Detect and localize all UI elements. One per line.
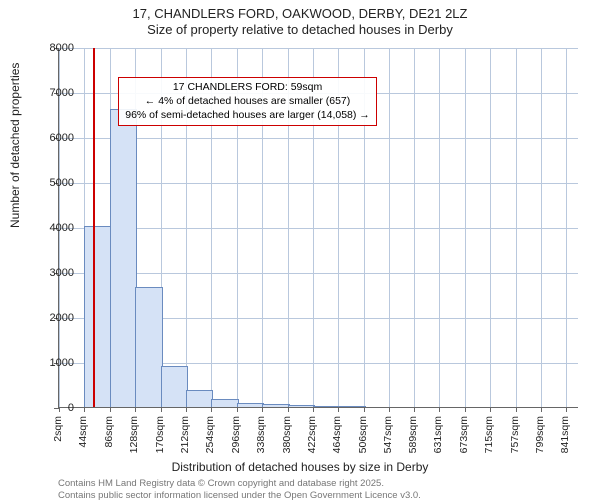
x-tick-mark bbox=[338, 407, 339, 412]
x-tick-mark bbox=[84, 407, 85, 412]
y-tick-label: 6000 bbox=[34, 132, 74, 144]
histogram-bar bbox=[161, 366, 188, 408]
histogram-chart: 17, CHANDLERS FORD, OAKWOOD, DERBY, DE21… bbox=[0, 0, 600, 500]
y-tick-label: 1000 bbox=[34, 357, 74, 369]
annotation-line: ← 4% of detached houses are smaller (657… bbox=[125, 95, 370, 109]
histogram-bar bbox=[313, 406, 340, 407]
histogram-bar bbox=[338, 406, 365, 407]
y-tick-label: 4000 bbox=[34, 222, 74, 234]
gridline-v bbox=[439, 48, 440, 407]
gridline-v bbox=[541, 48, 542, 407]
y-tick-label: 3000 bbox=[34, 267, 74, 279]
x-tick-mark bbox=[439, 407, 440, 412]
title-line-2: Size of property relative to detached ho… bbox=[0, 22, 600, 38]
x-tick-label: 170sqm bbox=[154, 416, 166, 453]
y-tick-label: 2000 bbox=[34, 312, 74, 324]
histogram-bar bbox=[186, 390, 213, 407]
y-axis-label: Number of detached properties bbox=[8, 63, 22, 228]
x-tick-mark bbox=[516, 407, 517, 412]
title-line-1: 17, CHANDLERS FORD, OAKWOOD, DERBY, DE21… bbox=[0, 6, 600, 22]
histogram-bar bbox=[110, 109, 137, 407]
gridline-v bbox=[566, 48, 567, 407]
x-tick-label: 673sqm bbox=[458, 416, 470, 453]
x-tick-mark bbox=[389, 407, 390, 412]
chart-footnote: Contains HM Land Registry data © Crown c… bbox=[58, 478, 421, 502]
x-tick-label: 2sqm bbox=[52, 416, 64, 442]
x-tick-mark bbox=[211, 407, 212, 412]
gridline-v bbox=[516, 48, 517, 407]
gridline-v bbox=[490, 48, 491, 407]
histogram-bar bbox=[262, 404, 289, 407]
x-tick-mark bbox=[262, 407, 263, 412]
x-tick-label: 757sqm bbox=[509, 416, 521, 453]
gridline-h bbox=[59, 48, 578, 49]
x-tick-mark bbox=[465, 407, 466, 412]
chart-title: 17, CHANDLERS FORD, OAKWOOD, DERBY, DE21… bbox=[0, 0, 600, 39]
histogram-bar bbox=[84, 226, 111, 407]
gridline-v bbox=[389, 48, 390, 407]
x-tick-label: 715sqm bbox=[483, 416, 495, 453]
x-tick-mark bbox=[288, 407, 289, 412]
x-tick-mark bbox=[490, 407, 491, 412]
x-tick-label: 464sqm bbox=[331, 416, 343, 453]
reference-line bbox=[93, 48, 95, 407]
y-tick-label: 8000 bbox=[34, 42, 74, 54]
x-tick-label: 44sqm bbox=[77, 416, 89, 448]
x-tick-label: 296sqm bbox=[230, 416, 242, 453]
x-tick-mark bbox=[186, 407, 187, 412]
x-tick-label: 841sqm bbox=[559, 416, 571, 453]
x-tick-mark bbox=[313, 407, 314, 412]
x-tick-label: 86sqm bbox=[103, 416, 115, 448]
plot-area: 17 CHANDLERS FORD: 59sqm← 4% of detached… bbox=[58, 48, 578, 408]
x-tick-mark bbox=[566, 407, 567, 412]
histogram-bar bbox=[288, 405, 315, 407]
y-tick-label: 5000 bbox=[34, 177, 74, 189]
y-tick-label: 0 bbox=[34, 402, 74, 414]
histogram-bar bbox=[211, 399, 238, 407]
x-tick-label: 128sqm bbox=[128, 416, 140, 453]
x-tick-mark bbox=[364, 407, 365, 412]
gridline-v bbox=[414, 48, 415, 407]
x-tick-label: 422sqm bbox=[306, 416, 318, 453]
x-tick-label: 799sqm bbox=[534, 416, 546, 453]
gridline-v bbox=[465, 48, 466, 407]
x-tick-mark bbox=[135, 407, 136, 412]
x-tick-label: 506sqm bbox=[357, 416, 369, 453]
x-tick-mark bbox=[414, 407, 415, 412]
x-tick-label: 212sqm bbox=[179, 416, 191, 453]
x-tick-mark bbox=[161, 407, 162, 412]
annotation-line: 96% of semi-detached houses are larger (… bbox=[125, 109, 370, 123]
x-tick-label: 338sqm bbox=[255, 416, 267, 453]
x-tick-label: 589sqm bbox=[407, 416, 419, 453]
x-tick-mark bbox=[237, 407, 238, 412]
x-tick-label: 631sqm bbox=[432, 416, 444, 453]
annotation-line: 17 CHANDLERS FORD: 59sqm bbox=[125, 81, 370, 95]
footnote-line-1: Contains HM Land Registry data © Crown c… bbox=[58, 478, 421, 490]
histogram-bar bbox=[237, 403, 264, 407]
x-axis-label: Distribution of detached houses by size … bbox=[0, 460, 600, 474]
annotation-box: 17 CHANDLERS FORD: 59sqm← 4% of detached… bbox=[118, 77, 377, 126]
x-tick-label: 254sqm bbox=[204, 416, 216, 453]
x-tick-label: 547sqm bbox=[382, 416, 394, 453]
histogram-bar bbox=[135, 287, 162, 407]
y-tick-label: 7000 bbox=[34, 87, 74, 99]
x-tick-label: 380sqm bbox=[281, 416, 293, 453]
x-tick-mark bbox=[541, 407, 542, 412]
x-tick-mark bbox=[110, 407, 111, 412]
